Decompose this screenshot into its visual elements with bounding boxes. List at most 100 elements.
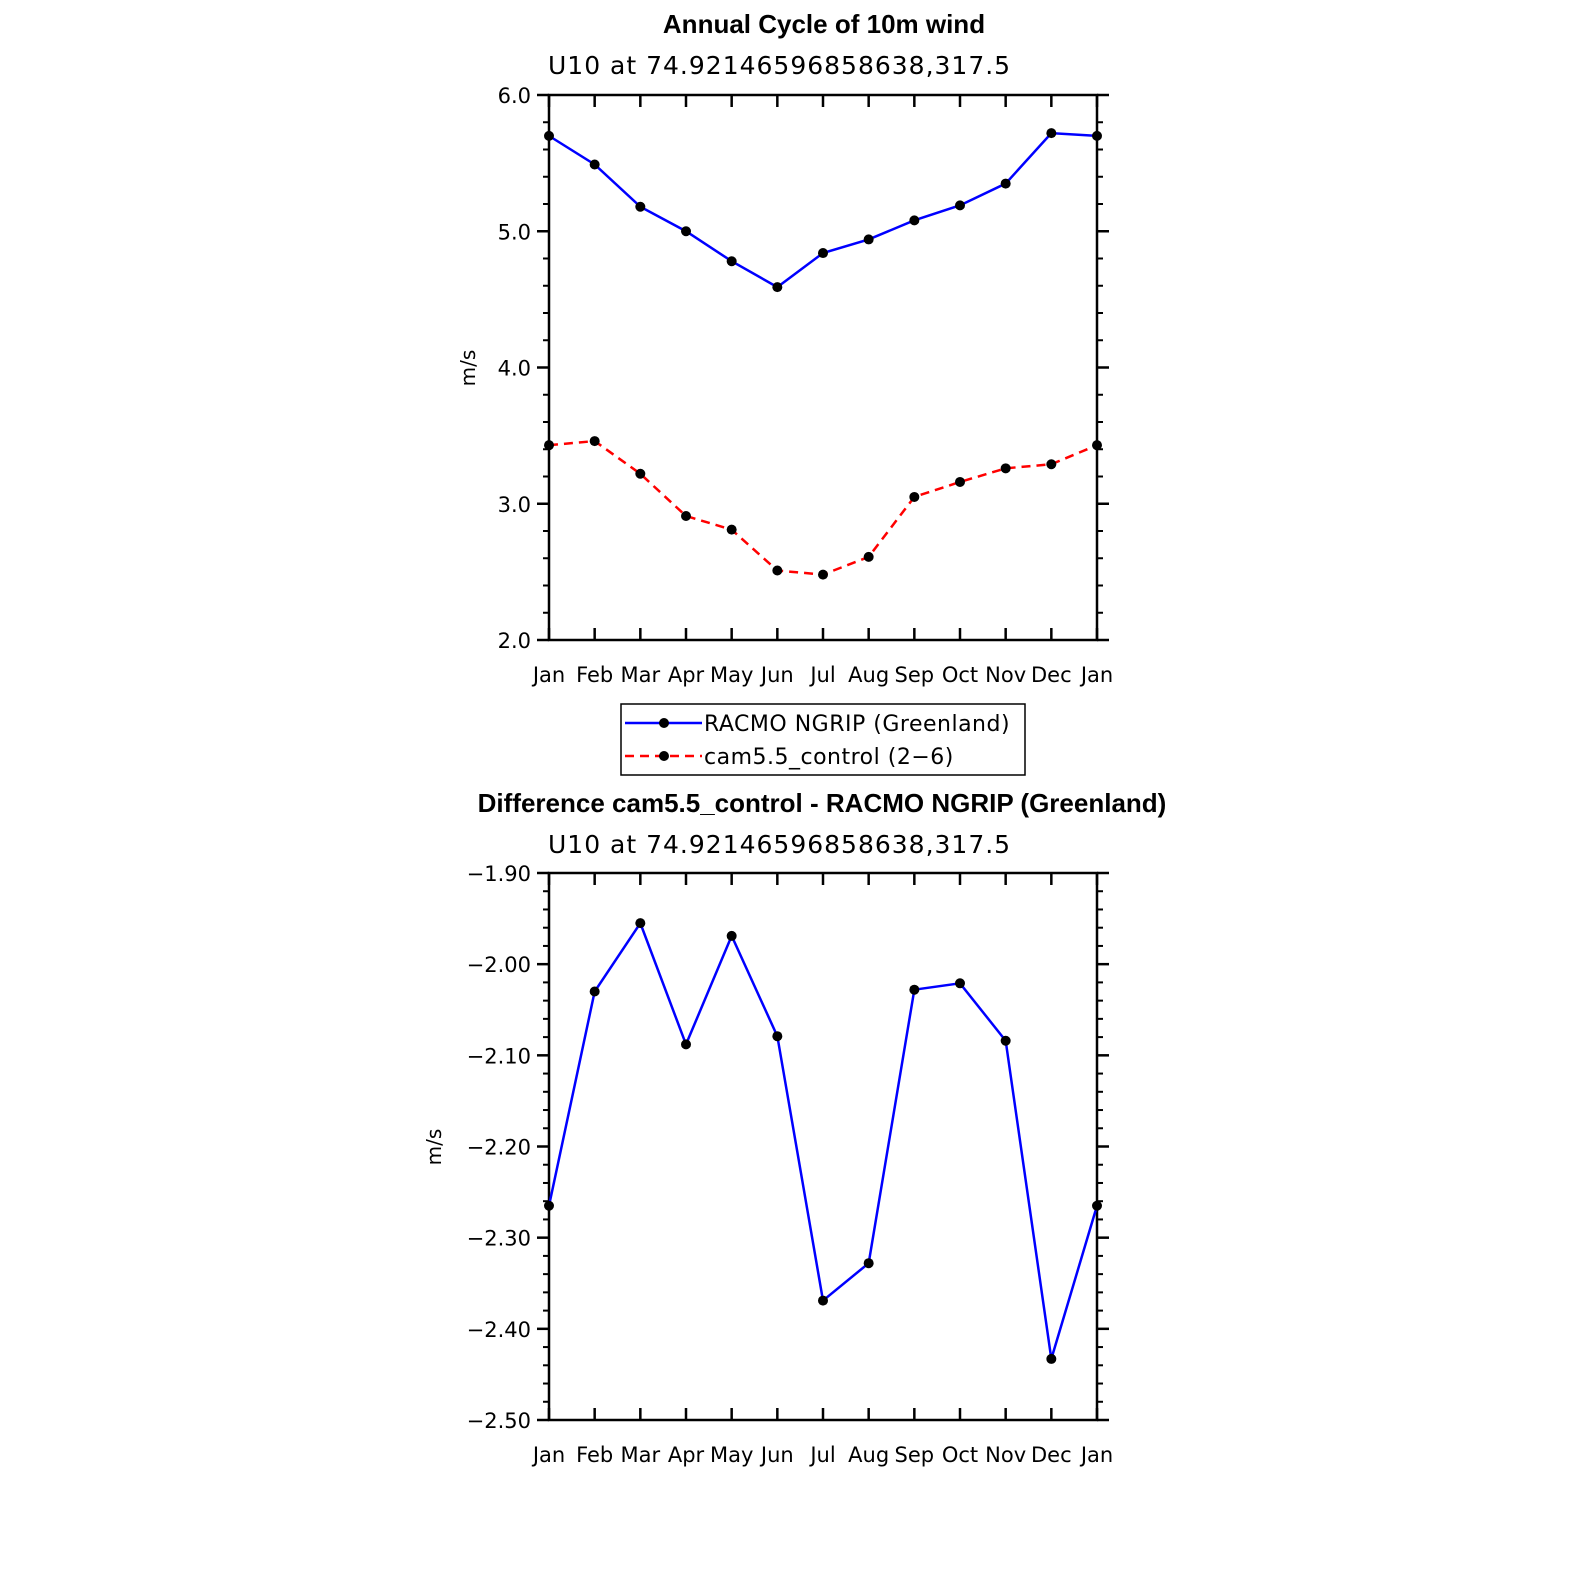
legend-marker-cam [659,751,669,761]
bottom-x-tick-label: Jul [808,1443,835,1467]
bottom-data-point [681,1039,691,1050]
bottom-y-tick-label: −2.10 [467,1044,531,1068]
top-x-tick-label: Sep [895,663,935,687]
top-data-point [726,256,737,267]
top-data-point [589,159,600,170]
top-y-tick-label: 3.0 [498,493,531,517]
top-y-tick-label: 2.0 [498,629,531,653]
bottom-y-tick-label: −2.40 [467,1318,531,1342]
top-x-tick-label: Nov [985,663,1026,687]
top-x-tick-label: Jan [531,663,565,687]
top-data-point [909,491,920,502]
top-y-tick-label: 4.0 [498,357,531,381]
legend-entry-racmo: RACMO NGRIP (Greenland) [625,712,1010,737]
top-x-tick-label: Jun [759,663,794,687]
bottom-y-axis-label: m/s [422,1129,446,1166]
top-x-tick-label: Aug [848,663,889,687]
bottom-plot-area: −2.50 −2.40 −2.30 −2.20 −2.10 −2.00 −1.90 Jan Fe… [467,862,1114,1467]
bottom-chart-subtitle: U10 at 74.92146596858638,317.5 [548,830,1011,859]
bottom-y-tick-label: −2.00 [467,953,531,977]
bottom-data-point [909,984,920,995]
bottom-x-tick-label: May [710,1443,753,1467]
bottom-data-point [544,1200,554,1211]
top-data-point [544,440,554,451]
bottom-x-tick-label: Jun [759,1443,794,1467]
bottom-data-point [726,930,737,941]
bottom-data-point [863,1258,874,1269]
top-x-tick-label: Jan [1079,663,1113,687]
bottom-x-tick-label: Nov [985,1443,1026,1467]
top-panel: Annual Cycle of 10m wind U10 at 74.92146… [456,9,1114,776]
top-data-point [1092,440,1102,451]
top-data-point [681,226,691,237]
legend-label-racmo: RACMO NGRIP (Greenland) [704,712,1010,737]
bottom-data-point [955,978,965,989]
bottom-x-tick-label: Mar [621,1443,661,1467]
top-data-point [955,200,965,211]
bottom-x-tick-label: Dec [1031,1443,1072,1467]
top-chart-subtitle: U10 at 74.92146596858638,317.5 [548,51,1011,80]
top-data-point [1046,128,1057,139]
top-x-tick-label: Apr [668,663,705,687]
top-x-tick-label: Jul [808,663,835,687]
bottom-chart-title: Difference cam5.5_control - RACMO NGRIP … [478,788,1167,818]
top-data-point [955,476,965,487]
top-data-point [1092,130,1102,141]
bottom-data-point [1092,1200,1102,1211]
top-y-axis-label: m/s [456,350,480,387]
bottom-x-tick-label: Apr [668,1443,705,1467]
bottom-x-tick-label: Jan [1079,1443,1113,1467]
bottom-data-point [635,918,646,929]
top-plot-area: 2.0 3.0 4.0 5.0 6.0 Jan Feb Mar Apr May Jun Jul Aug S… [498,84,1114,687]
bottom-panel: Difference cam5.5_control - RACMO NGRIP … [422,788,1166,1467]
bottom-x-tick-label: Oct [942,1443,978,1467]
legend: RACMO NGRIP (Greenland) cam5.5_control (… [620,703,1026,776]
bottom-data-point [772,1031,783,1042]
top-x-tick-label: May [710,663,753,687]
top-series-line-0 [548,131,1098,289]
legend-label-cam: cam5.5_control (2−6) [704,745,954,770]
top-data-point [635,201,646,212]
bottom-plot-frame [547,871,1099,1422]
top-data-point [1000,178,1011,189]
top-x-tick-label: Oct [942,663,978,687]
top-data-point [863,551,874,562]
legend-entry-cam: cam5.5_control (2−6) [625,745,954,770]
top-data-point [863,234,874,245]
bottom-x-tick-label: Feb [576,1443,613,1467]
top-data-point [909,215,920,226]
top-chart-title: Annual Cycle of 10m wind [663,9,985,39]
top-data-point [544,130,554,141]
bottom-series-line-0 [547,920,1099,1360]
bottom-data-point [1046,1353,1057,1364]
legend-box [620,703,1026,776]
bottom-data-point [589,986,600,997]
top-y-tick-label: 6.0 [498,84,531,108]
bottom-y-tick-label: −1.90 [467,862,531,886]
top-data-point [772,282,783,293]
top-data-point [818,569,828,580]
top-series-line-1 [548,439,1098,576]
top-data-point [726,524,737,535]
bottom-x-tick-label: Aug [848,1443,889,1467]
top-x-tick-label: Dec [1031,663,1072,687]
bottom-y-tick-label: −2.30 [467,1227,531,1251]
top-x-tick-label: Mar [621,663,661,687]
top-data-point [818,248,828,259]
top-x-tick-label: Feb [576,663,613,687]
top-data-point [772,565,783,576]
top-data-point [1046,459,1057,470]
top-data-point [681,511,691,522]
top-plot-frame [547,93,1099,642]
top-data-point [635,468,646,479]
bottom-x-tick-label: Jan [531,1443,565,1467]
top-data-point [1000,463,1011,474]
legend-marker-racmo [659,718,669,728]
bottom-data-point [1000,1035,1011,1046]
top-y-tick-label: 5.0 [498,220,531,244]
bottom-data-point [818,1295,828,1306]
bottom-y-tick-label: −2.50 [467,1409,531,1433]
bottom-y-tick-label: −2.20 [467,1136,531,1160]
top-data-point [589,436,600,447]
